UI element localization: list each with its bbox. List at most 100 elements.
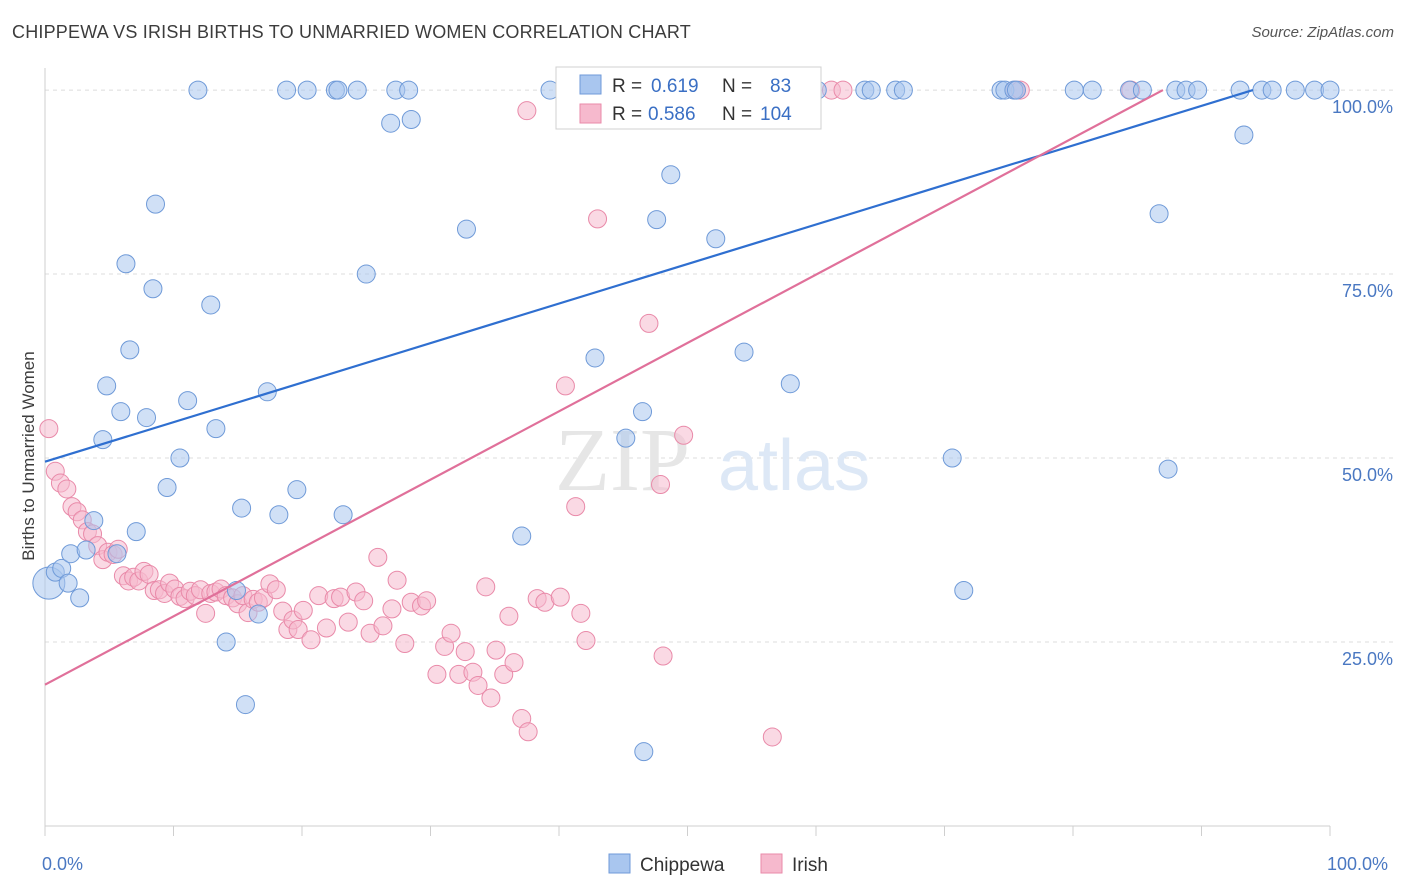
irish-point (588, 209, 608, 229)
irish-point (57, 479, 77, 499)
irish-point (481, 688, 501, 708)
chippewa-trend-line (44, 89, 1254, 463)
chippewa-point (1132, 80, 1152, 100)
irish-point (373, 616, 393, 636)
irish-point (309, 586, 329, 606)
chippewa-point (257, 382, 277, 402)
chart-title: CHIPPEWA VS IRISH BIRTHS TO UNMARRIED WO… (12, 22, 691, 42)
irish-point (441, 623, 461, 643)
irish-point (338, 612, 358, 632)
chippewa-point (111, 402, 131, 422)
irish-point (504, 653, 524, 673)
chippewa-point (143, 279, 163, 299)
y-tick-label: 100.0% (1332, 97, 1393, 117)
irish-point (639, 313, 659, 333)
chippewa-point (661, 165, 681, 185)
irish-point (653, 646, 673, 666)
legend-r-label-irish: R = (612, 104, 642, 125)
chippewa-point (780, 374, 800, 394)
irish-point (316, 618, 336, 638)
y-tick-labels: 25.0% 50.0% 75.0% 100.0% (1332, 97, 1393, 669)
chippewa-point (634, 742, 654, 762)
chippewa-point (116, 254, 136, 274)
irish-point (555, 376, 575, 396)
chippewa-point (201, 295, 221, 315)
irish-point (266, 580, 286, 600)
x-tick-marks (44, 826, 1331, 836)
legend-r-value-chippewa: 0.619 (651, 76, 699, 97)
chippewa-point (1158, 459, 1178, 479)
chippewa-point (137, 408, 157, 428)
irish-point (476, 577, 496, 597)
chippewa-point (97, 376, 117, 396)
legend-r-label-chippewa: R = (612, 76, 642, 97)
chippewa-point (248, 604, 268, 624)
irish-point (387, 570, 407, 590)
watermark: ZIP atlas (555, 411, 870, 510)
chippewa-point (616, 428, 636, 448)
irish-point (455, 642, 475, 662)
legend-n-label-chippewa: N = (722, 76, 752, 97)
chippewa-point (232, 498, 252, 518)
grid-lines (45, 89, 1395, 643)
chippewa-point (347, 80, 367, 100)
irish-point (368, 547, 388, 567)
chippewa-point (1188, 80, 1208, 100)
legend-swatch-chippewa (579, 74, 602, 95)
irish-point (762, 727, 782, 747)
irish-point (517, 101, 537, 121)
irish-point (566, 497, 586, 517)
chippewa-point (1064, 80, 1084, 100)
bottom-legend-label-chippewa: Chippewa (640, 855, 725, 876)
y-axis-label: Births to Unmarried Women (19, 351, 38, 560)
irish-point (499, 606, 519, 626)
irish-point (468, 675, 488, 695)
chippewa-point (170, 448, 190, 468)
chippewa-point (401, 110, 421, 130)
chippewa-point (84, 511, 104, 531)
irish-point (550, 587, 570, 607)
legend-box: R = 0.619 N = 83 R = 0.586 N = 104 (555, 66, 822, 130)
chippewa-point (1285, 80, 1305, 100)
chippewa-point (157, 477, 177, 497)
chippewa-point (287, 480, 307, 500)
chippewa-point (356, 264, 376, 284)
chippewa-point (333, 505, 353, 525)
chippewa-point (1006, 80, 1026, 100)
chippewa-point (1320, 80, 1340, 100)
irish-point (576, 631, 596, 651)
x-tick-label-min: 0.0% (42, 854, 83, 874)
irish-point (139, 564, 159, 584)
irish-point (301, 630, 321, 650)
chippewa-point (126, 522, 146, 542)
irish-trend-line (44, 89, 1164, 686)
chippewa-point (942, 448, 962, 468)
legend-n-value-irish: 104 (760, 104, 792, 125)
chippewa-point (328, 80, 348, 100)
irish-point (651, 475, 671, 495)
irish-point (518, 722, 538, 742)
bottom-legend-swatch-chippewa (608, 853, 631, 874)
bottom-legend-label-irish: Irish (792, 855, 828, 876)
chippewa-point (512, 526, 532, 546)
irish-point (833, 80, 853, 100)
chippewa-point (188, 80, 208, 100)
irish-point (674, 425, 694, 445)
irish-point (382, 599, 402, 619)
irish-point (395, 633, 415, 653)
chippewa-point (1082, 80, 1102, 100)
y-tick-label: 25.0% (1342, 649, 1393, 669)
irish-point (39, 419, 59, 439)
chippewa-point (633, 402, 653, 422)
chippewa-point (1149, 204, 1169, 224)
irish-point (486, 640, 506, 660)
chippewa-point (381, 113, 401, 133)
chippewa-point (399, 80, 419, 100)
chippewa-point (893, 80, 913, 100)
source-credit: Source: ZipAtlas.com (1251, 24, 1394, 41)
chippewa-point (1262, 80, 1282, 100)
irish-point (354, 591, 374, 611)
irish-point (196, 603, 216, 623)
y-tick-label: 75.0% (1342, 281, 1393, 301)
